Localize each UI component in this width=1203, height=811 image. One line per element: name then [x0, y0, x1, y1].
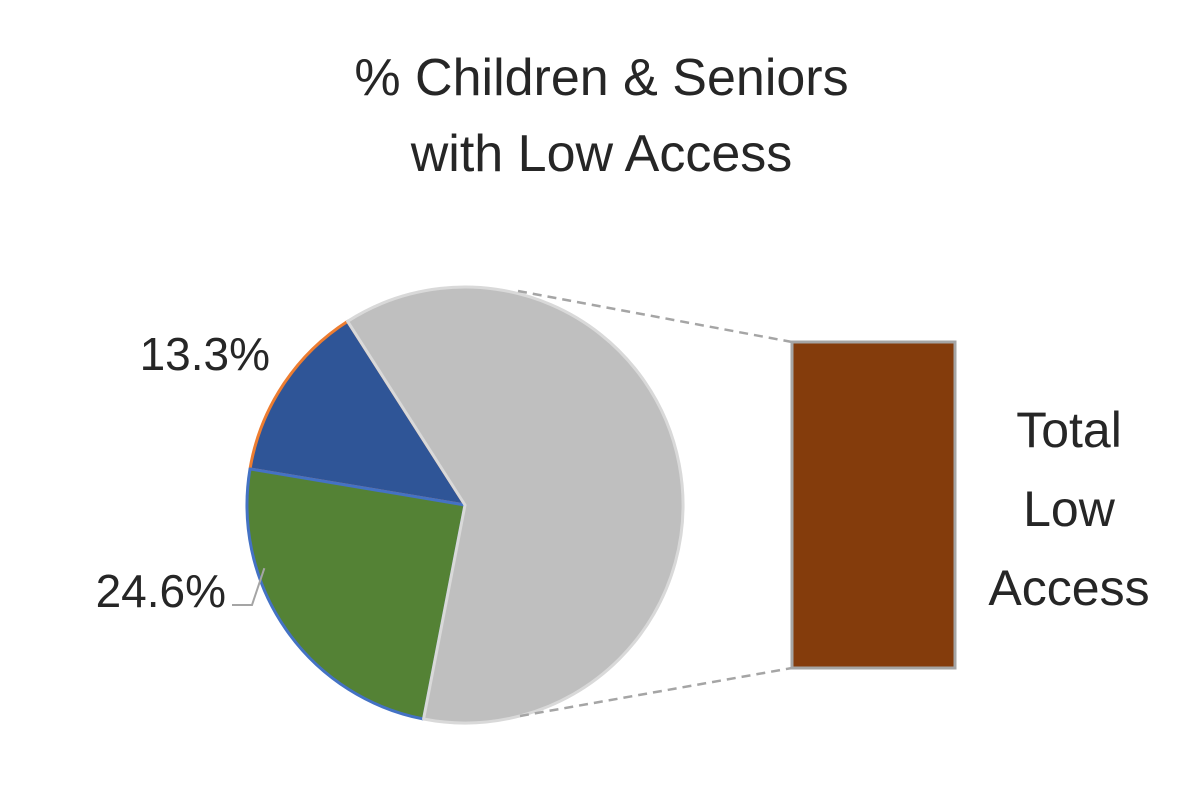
- pie-to-bar-connectors: [517, 289, 793, 718]
- pie: [245, 285, 685, 725]
- pie-slice-3: [346, 285, 685, 725]
- data-labels: 13.3% 24.6%: [96, 328, 270, 617]
- chart-title: % Children & Seniors with Low Access: [354, 49, 849, 183]
- leader-line-2: [232, 567, 266, 606]
- secondary-bar-segment: [790, 340, 957, 670]
- secondary-bar-label: Total Low Access: [988, 402, 1149, 616]
- pie-slice-2: [245, 467, 467, 721]
- connector-line-2: [519, 666, 793, 718]
- slice-value-label-2: 24.6%: [96, 565, 226, 617]
- secondary-bar: Total Low Access: [790, 340, 1150, 670]
- pie-slice-1: [248, 319, 467, 507]
- slice-value-label-1: 13.3%: [140, 328, 270, 380]
- connector-line-1: [517, 289, 793, 344]
